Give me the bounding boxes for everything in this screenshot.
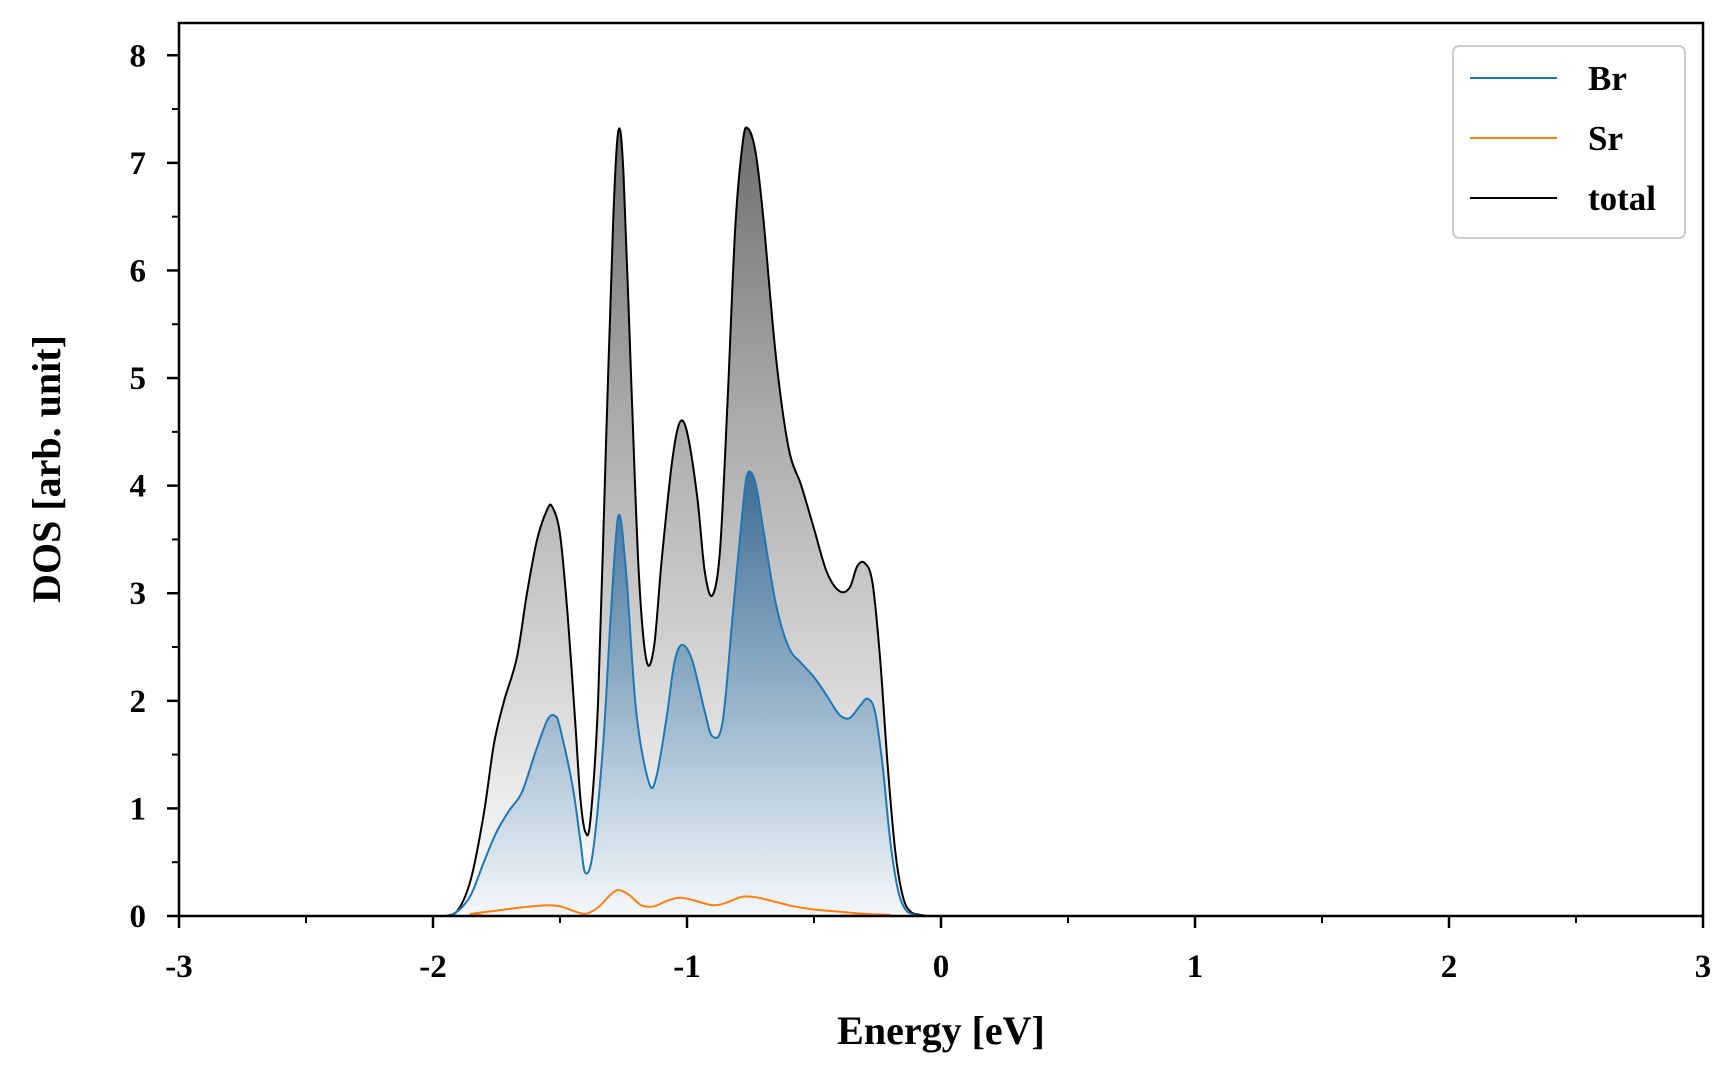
plot-area bbox=[179, 126, 1703, 916]
y-tick-label: 3 bbox=[130, 576, 147, 612]
x-tick-label: 0 bbox=[933, 949, 950, 985]
y-tick-label: 5 bbox=[130, 361, 147, 397]
y-tick-label: 4 bbox=[130, 469, 147, 505]
y-tick-label: 7 bbox=[130, 146, 147, 182]
y-tick-label: 0 bbox=[130, 899, 147, 935]
legend-label-br: Br bbox=[1588, 59, 1627, 98]
x-tick-label: -3 bbox=[165, 949, 193, 985]
series-fill-br bbox=[179, 471, 1703, 916]
legend-label-sr: Sr bbox=[1588, 119, 1623, 158]
y-axis: 0 1 2 3 4 5 6 7 8 bbox=[130, 38, 179, 935]
series-line-br bbox=[179, 470, 1703, 916]
y-tick-label: 8 bbox=[130, 38, 147, 74]
series-line-sr bbox=[179, 889, 1703, 916]
y-tick-label: 6 bbox=[130, 253, 147, 289]
y-tick-label: 1 bbox=[130, 791, 147, 827]
series-fill-total bbox=[179, 127, 1703, 916]
x-tick-label: 1 bbox=[1187, 949, 1204, 985]
y-tick-label: 2 bbox=[130, 684, 147, 720]
x-tick-label: 3 bbox=[1695, 949, 1712, 985]
x-axis-title: Energy [eV] bbox=[837, 1008, 1045, 1053]
x-tick-label: -2 bbox=[419, 949, 447, 985]
legend-box bbox=[1452, 45, 1686, 239]
legend-label-total: total bbox=[1588, 179, 1656, 218]
y-axis-title: DOS [arb. unit] bbox=[24, 335, 69, 603]
x-tick-label: 2 bbox=[1441, 949, 1458, 985]
legend: Br Sr total bbox=[1452, 45, 1686, 239]
series-line-total bbox=[179, 126, 1703, 916]
x-tick-label: -1 bbox=[673, 949, 701, 985]
x-axis: -3 -2 -1 0 1 2 3 bbox=[165, 916, 1711, 985]
